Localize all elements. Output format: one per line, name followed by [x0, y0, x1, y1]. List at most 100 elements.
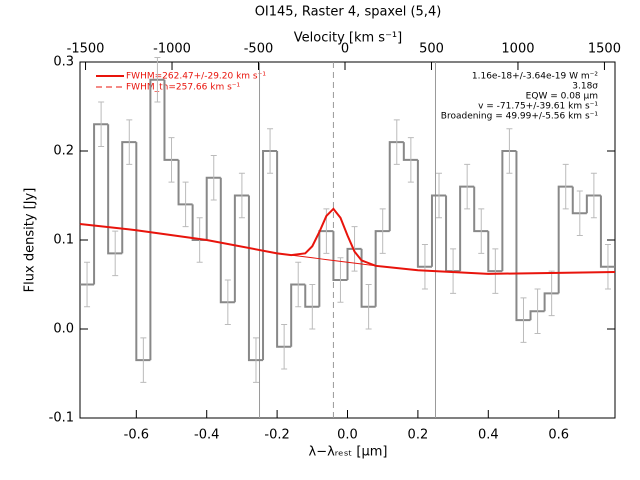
step	[388, 141, 404, 232]
x2-tick-label: 500	[419, 42, 444, 57]
step	[571, 186, 587, 215]
annotation: 1.16e-18+/-3.64e-19 W m⁻²	[472, 72, 599, 82]
x-tick-label: 0.2	[408, 428, 429, 443]
step	[304, 284, 320, 308]
x2-tick-label: -500	[244, 42, 274, 57]
step	[473, 186, 489, 233]
error-bar	[295, 261, 302, 308]
x-tick-label: 0.0	[337, 428, 358, 443]
error-bar	[393, 119, 400, 165]
step	[93, 123, 109, 285]
annotation: v = -71.75+/-39.61 km s⁻¹	[478, 102, 598, 112]
x-tick-label: 0.6	[548, 428, 569, 443]
error-bar	[421, 243, 428, 290]
error-bar	[210, 154, 217, 201]
legend-label: FWHM=262.47+/-29.20 km s⁻¹	[126, 72, 266, 82]
error-bar	[506, 128, 513, 174]
x-tick-label: -0.6	[124, 428, 149, 443]
x2-tick-label: 0	[341, 42, 349, 57]
x2-tick-label: -1000	[153, 42, 191, 57]
step	[233, 194, 249, 303]
x-axis-label: λ−λᵣₑₛₜ [μm]	[309, 445, 388, 460]
error-bar	[98, 101, 105, 148]
error-bar	[351, 226, 358, 272]
step	[585, 194, 601, 214]
fit-line	[79, 207, 616, 275]
step	[430, 194, 447, 267]
error-bar	[604, 243, 611, 290]
step	[262, 150, 278, 361]
y-tick-label: 0.0	[53, 322, 74, 337]
x-tick-label: -0.4	[194, 428, 219, 443]
legend-label: FWHM_th=257.66 km s⁻¹	[126, 83, 241, 93]
step	[332, 231, 348, 282]
annotation: 3.18σ	[572, 82, 598, 92]
step	[149, 78, 165, 361]
step	[557, 185, 573, 294]
y-tick-label: 0.1	[53, 233, 74, 248]
step	[276, 151, 292, 348]
annotation: EQW = 0.08 μm	[526, 92, 598, 102]
x-tick-label: 0.4	[478, 428, 499, 443]
y-tick-label: 0.3	[53, 55, 74, 70]
error-bar	[562, 163, 569, 210]
step	[205, 176, 221, 240]
step	[247, 195, 264, 362]
y-tick-label: 0.2	[53, 144, 74, 159]
step	[599, 195, 615, 268]
step	[543, 292, 559, 312]
error-bar	[126, 119, 133, 165]
step	[121, 141, 137, 254]
step	[290, 283, 306, 347]
step	[107, 124, 123, 255]
error-bar	[337, 257, 344, 303]
error-bar	[168, 137, 175, 183]
step	[219, 177, 235, 304]
error-bar	[576, 190, 583, 237]
error-bar	[112, 230, 119, 277]
y-axis-label: Flux density [Jy]	[23, 188, 38, 293]
step	[163, 79, 179, 161]
step	[515, 151, 531, 322]
error-bar	[84, 261, 91, 308]
x2-tick-label: 1500	[588, 42, 621, 57]
error-bar	[238, 172, 245, 219]
step	[402, 142, 418, 161]
step	[177, 159, 193, 206]
error-bar	[267, 128, 274, 174]
step	[374, 230, 390, 307]
x-tick-label: -0.2	[264, 428, 289, 443]
error-bar	[309, 284, 316, 330]
error-bar	[548, 270, 555, 317]
y-tick-label: -0.1	[49, 411, 74, 426]
error-bar	[407, 137, 414, 183]
step	[135, 142, 151, 362]
step	[346, 247, 362, 281]
annotation: Broadening = 49.99+/-5.56 km s⁻¹	[441, 112, 599, 122]
error-bar	[140, 337, 147, 383]
error-bar	[590, 172, 597, 219]
error-bar	[520, 297, 527, 343]
step	[501, 150, 517, 272]
error-bar	[365, 284, 372, 330]
error-bar	[379, 208, 386, 254]
error-bar	[154, 57, 161, 103]
step	[487, 231, 503, 273]
x2-tick-label: -1500	[67, 42, 105, 57]
chart-title: OI145, Raster 4, spaxel (5,4)	[255, 5, 442, 20]
error-bar	[492, 248, 499, 294]
error-bar	[182, 181, 189, 228]
x2-tick-label: 1000	[501, 42, 534, 57]
x2-axis-label: Velocity [km s⁻¹]	[294, 31, 402, 46]
error-bar	[252, 337, 259, 383]
step	[529, 310, 545, 321]
error-bar	[534, 288, 541, 334]
error-bar	[478, 208, 485, 254]
step	[416, 159, 432, 268]
error-bar	[224, 279, 231, 326]
error-bar	[281, 324, 288, 370]
error-bar	[464, 163, 471, 210]
step	[360, 248, 376, 308]
error-bar	[436, 172, 443, 219]
